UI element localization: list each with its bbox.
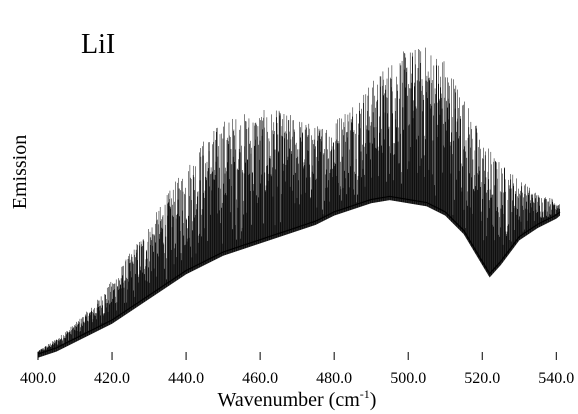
x-tick-label: 500.0: [390, 370, 426, 387]
spectrum-lines: [37, 47, 561, 358]
spectrum-baseline-trace: [37, 195, 561, 355]
x-tick-label: 460.0: [242, 370, 278, 387]
x-axis-ticks: 400.0 420.0 440.0 460.0 480.0 500.0 520.0 540.0: [20, 352, 574, 387]
x-tick-label: 420.0: [94, 370, 130, 387]
chart-title: LiI: [81, 29, 115, 60]
x-tick-label: 400.0: [20, 370, 56, 387]
y-axis-label: Emission: [9, 135, 31, 209]
x-tick-label: 440.0: [168, 370, 204, 387]
x-tick-label: 540.0: [538, 370, 574, 387]
x-axis-label-superscript: -1: [360, 387, 370, 401]
x-axis-label: Wavenumber (cm-1): [218, 387, 377, 411]
x-tick-label: 480.0: [316, 370, 352, 387]
x-axis-label-tail: ): [370, 389, 377, 411]
x-axis-label-main: Wavenumber (cm: [218, 389, 361, 411]
x-tick-label: 520.0: [464, 370, 500, 387]
spectrum-line-set: [37, 47, 560, 358]
